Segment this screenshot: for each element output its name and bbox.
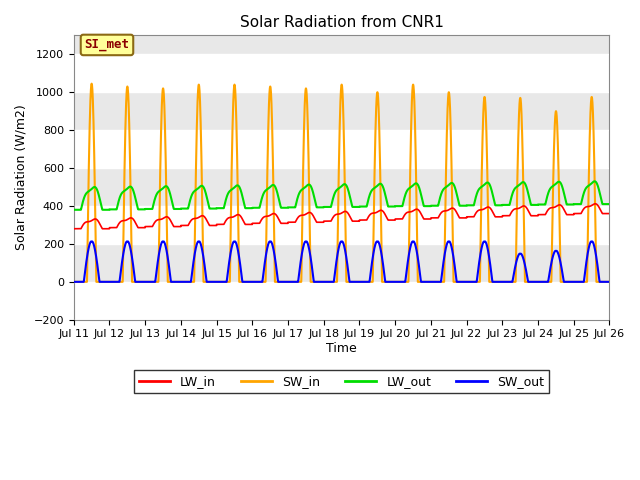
SW_in <box>605 279 612 285</box>
Legend: LW_in, SW_in, LW_out, SW_out: LW_in, SW_in, LW_out, SW_out <box>134 370 550 393</box>
SW_out <box>432 279 440 285</box>
Bar <box>74 168 609 206</box>
SW_in <box>88 81 95 86</box>
LW_out <box>166 191 174 196</box>
LW_in <box>461 215 469 221</box>
LW_in <box>591 201 599 207</box>
LW_in <box>321 218 329 224</box>
SW_out <box>605 279 613 285</box>
SW_in <box>432 279 440 285</box>
LW_out <box>70 207 77 213</box>
Y-axis label: Solar Radiation (W/m2): Solar Radiation (W/m2) <box>15 105 28 251</box>
LW_out <box>321 204 329 210</box>
LW_in <box>605 211 613 216</box>
Bar <box>74 92 609 130</box>
SW_out <box>322 279 330 285</box>
X-axis label: Time: Time <box>326 342 357 355</box>
Text: SI_met: SI_met <box>84 38 129 51</box>
Line: LW_in: LW_in <box>74 204 609 229</box>
LW_out <box>432 203 440 209</box>
LW_out <box>591 179 598 184</box>
Line: LW_out: LW_out <box>74 181 609 210</box>
Title: Solar Radiation from CNR1: Solar Radiation from CNR1 <box>239 15 444 30</box>
LW_in <box>605 211 612 216</box>
Bar <box>74 244 609 282</box>
LW_out <box>605 201 613 207</box>
SW_in <box>70 279 77 285</box>
SW_out <box>461 279 469 285</box>
SW_in <box>461 279 469 285</box>
SW_out <box>87 239 95 244</box>
SW_in <box>605 279 613 285</box>
Line: SW_in: SW_in <box>74 84 609 282</box>
SW_out <box>166 273 174 278</box>
LW_in <box>492 214 500 220</box>
LW_in <box>432 215 440 221</box>
Bar <box>74 36 609 54</box>
Line: SW_out: SW_out <box>74 241 609 282</box>
LW_out <box>605 201 612 207</box>
LW_out <box>461 203 469 209</box>
LW_out <box>492 203 500 208</box>
SW_out <box>492 279 500 285</box>
SW_out <box>605 279 612 285</box>
LW_in <box>166 217 174 223</box>
SW_in <box>322 279 330 285</box>
SW_out <box>70 279 77 285</box>
SW_in <box>166 279 174 285</box>
LW_in <box>70 226 77 232</box>
SW_in <box>492 279 500 285</box>
